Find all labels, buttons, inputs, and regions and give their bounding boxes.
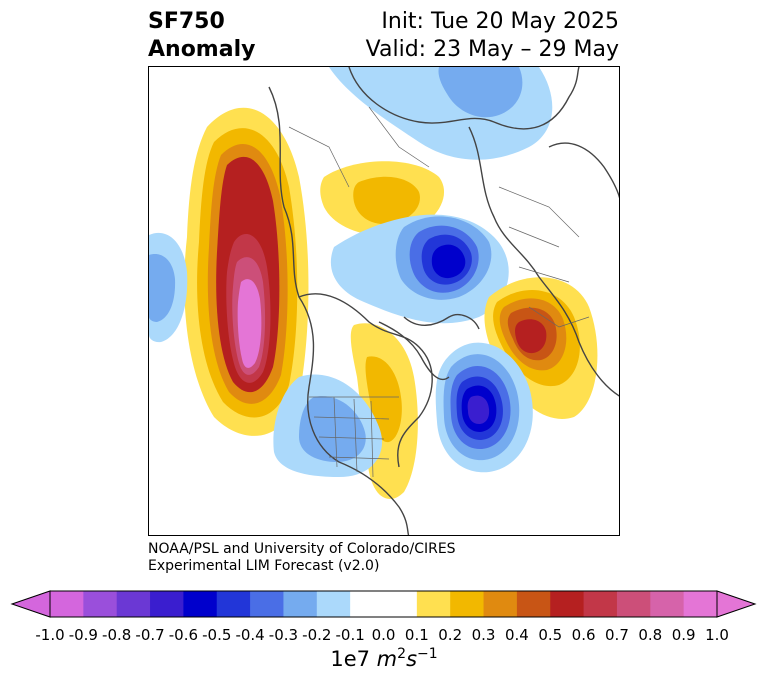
colorbar-segment: [483, 591, 518, 617]
colorbar-segment: [150, 591, 184, 617]
colorbar-tick-label: 0.2: [438, 626, 463, 644]
colorbar-segment: [83, 591, 118, 617]
western-us-low-anomaly: [273, 374, 383, 477]
init-date: Init: Tue 20 May 2025: [381, 9, 619, 34]
units-s: s: [406, 647, 418, 671]
colorbar-tick-label: 0.3: [471, 626, 496, 644]
credit-line-2: Experimental LIM Forecast (v2.0): [148, 558, 380, 574]
colorbar-segment: [183, 591, 218, 617]
colorbar-segment: [650, 591, 685, 617]
colorbar-tick-label: -0.5: [202, 626, 232, 644]
colorbar-segment: [116, 591, 151, 617]
colorbar: [10, 590, 757, 618]
colorbar-tick-labels: -1.0 -0.9 -0.8 -0.7 -0.6 -0.5 -0.4 -0.3 -0.2 -0.1…: [0, 626, 768, 646]
pacific-low-anomaly: [149, 232, 188, 343]
colorbar-segment: [583, 591, 618, 617]
colorbar-segment: [616, 591, 651, 617]
colorbar-tick-label: -0.7: [135, 626, 165, 644]
units-m: m: [376, 647, 398, 671]
colorbar-tick-label: -0.9: [68, 626, 98, 644]
colorbar-segment: [683, 591, 718, 617]
colorbar-segment: [350, 591, 384, 617]
colorbar-over-arrow: [716, 590, 757, 618]
colorbar-tick-label: -1.0: [35, 626, 65, 644]
northern-asia-low-anomaly: [329, 67, 553, 160]
colorbar-segment: [216, 591, 251, 617]
colorbar-tick-label: -0.6: [168, 626, 199, 644]
colorbar-tick-label: 0.9: [671, 626, 696, 644]
colorbar-tick-label: 0.0: [371, 626, 396, 644]
title-line-2: Anomaly: [148, 37, 256, 62]
arctic-low-anomaly: [330, 214, 509, 324]
colorbar-segment: [283, 591, 318, 617]
colorbar-tick-label: 0.1: [404, 626, 429, 644]
units-s-exponent: −1: [417, 646, 438, 662]
valid-range: Valid: 23 May – 29 May: [365, 37, 619, 62]
colorbar-tick-label: 0.5: [538, 626, 563, 644]
credit-text: NOAA/PSL and University of Colorado/CIRE…: [148, 541, 456, 575]
colorbar-tick-label: -0.3: [268, 626, 299, 644]
anomaly-map: [148, 66, 620, 536]
colorbar-segment: [250, 591, 284, 617]
colorbar-segment: [550, 591, 585, 617]
atlantic-low-anomaly: [435, 342, 533, 473]
pacific-high-anomaly: [184, 107, 309, 436]
colorbar-units: 1e7 m2s−1: [0, 646, 768, 671]
colorbar-tick-label: 1.0: [705, 626, 729, 644]
colorbar-tick-label: -0.2: [302, 626, 332, 644]
credit-line-1: NOAA/PSL and University of Colorado/CIRE…: [148, 541, 456, 557]
colorbar-tick-label: 0.6: [571, 626, 596, 644]
colorbar-segment: [450, 591, 485, 617]
map-title: SF750 Anomaly: [148, 8, 255, 64]
map-canvas: [149, 67, 619, 535]
political-borders: [288, 106, 590, 478]
colorbar-tick-label: 0.8: [638, 626, 663, 644]
colorbar-tick-label: -0.8: [102, 626, 132, 644]
colorbar-tick-label: -0.1: [335, 626, 365, 644]
colorbar-tick-label: 0.7: [605, 626, 629, 644]
units-m-exponent: 2: [397, 646, 407, 662]
colorbar-segment: [50, 591, 84, 617]
title-line-1: SF750: [148, 9, 225, 34]
colorbar-under-arrow: [10, 590, 51, 618]
colorbar-tick-label: -0.4: [235, 626, 265, 644]
units-prefix: 1e7: [330, 647, 377, 671]
forecast-dates: Init: Tue 20 May 2025 Valid: 23 May – 29…: [366, 8, 619, 64]
colorbar-segment: [383, 591, 418, 617]
colorbar-segment: [416, 591, 451, 617]
colorbar-tick-label: 0.4: [504, 626, 529, 644]
colorbar-segment: [516, 591, 551, 617]
colorbar-segment: [316, 591, 351, 617]
coastlines: [268, 67, 619, 535]
